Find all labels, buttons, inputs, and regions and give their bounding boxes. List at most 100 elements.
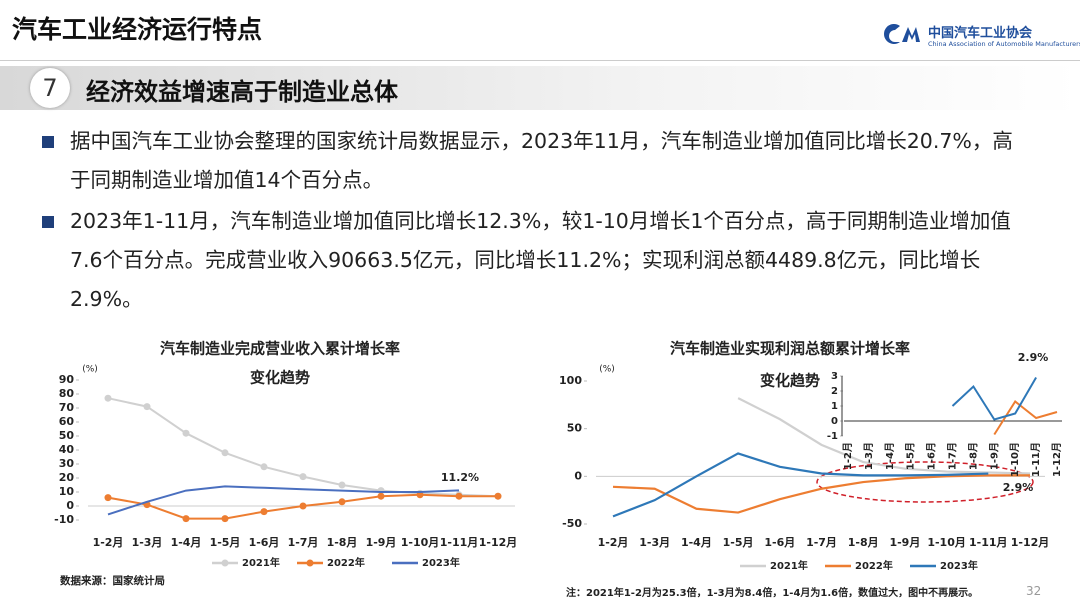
chart-title: 汽车制造业实现利润总额累计增长率 bbox=[670, 340, 910, 358]
point-marker bbox=[494, 492, 502, 500]
x-tick-label: 1-10月 bbox=[401, 536, 440, 549]
y-tick-label: 80 bbox=[59, 387, 75, 400]
x-tick-label: 1-10月 bbox=[927, 536, 966, 549]
x-tick-label: 1-11月 bbox=[969, 536, 1008, 549]
legend-label: 2021年 bbox=[770, 559, 808, 572]
y-axis-label: (%) bbox=[599, 365, 615, 375]
point-marker bbox=[299, 502, 307, 510]
x-tick-label: 1-4月 bbox=[681, 536, 712, 549]
x-tick-label: 1-12月 bbox=[1011, 536, 1050, 549]
x-tick-label: 1-11月 bbox=[440, 536, 479, 549]
x-tick-label: 1-8月 bbox=[848, 536, 879, 549]
point-marker bbox=[221, 515, 229, 523]
source-note: 数据来源：国家统计局 bbox=[60, 575, 165, 587]
x-tick-label: 1-7月 bbox=[806, 536, 837, 549]
x-tick-label: 1-11月 bbox=[1030, 442, 1042, 477]
x-tick-label: 1-9月 bbox=[366, 536, 397, 549]
legend-label: 2022年 bbox=[327, 556, 365, 569]
x-tick-label: 1-9月 bbox=[988, 442, 1000, 470]
point-marker bbox=[182, 515, 190, 523]
section-title: 经济效益增速高于制造业总体 bbox=[86, 78, 398, 106]
series-line bbox=[107, 485, 460, 516]
x-tick-label: 1-7月 bbox=[947, 442, 959, 470]
x-tick-label: 1-6月 bbox=[764, 536, 795, 549]
series-line bbox=[993, 400, 1058, 436]
legend-label: 2023年 bbox=[422, 556, 460, 569]
x-tick-label: 1-12月 bbox=[479, 536, 518, 549]
y-tick-label: -10 bbox=[54, 513, 74, 526]
footnote: 注：2021年1-2月为25.3倍，1-3月为8.4倍，1-4月为1.6倍，数值… bbox=[566, 588, 979, 599]
point-marker bbox=[260, 508, 268, 516]
point-marker bbox=[338, 498, 346, 506]
logo-text: 中国汽车工业协会 bbox=[928, 26, 1033, 41]
y-tick-label: 50 bbox=[567, 422, 583, 435]
series-line bbox=[107, 397, 499, 498]
x-tick-label: 1-6月 bbox=[249, 536, 280, 549]
y-tick-label: 90 bbox=[59, 373, 75, 386]
x-tick-label: 1-6月 bbox=[926, 442, 938, 470]
x-tick-label: 1-10月 bbox=[1009, 442, 1021, 477]
section-number: 7 bbox=[30, 68, 70, 108]
x-tick-label: 1-4月 bbox=[884, 442, 896, 470]
x-tick-label: 1-2月 bbox=[842, 442, 854, 470]
point-marker bbox=[455, 492, 463, 500]
header-title: 汽车工业经济运行特点 bbox=[12, 15, 263, 44]
header-rule bbox=[0, 60, 1080, 61]
x-tick-label: 1-12月 bbox=[1051, 442, 1063, 477]
y-tick-label: 10 bbox=[59, 485, 75, 498]
y-tick-label: 0 bbox=[574, 469, 582, 482]
point-marker bbox=[182, 429, 190, 437]
bullet-list: 据中国汽车工业协会整理的国家统计局数据显示，2023年11月，汽车制造业增加值同… bbox=[40, 122, 1030, 321]
x-tick-label: 1-8月 bbox=[967, 442, 979, 470]
point-marker bbox=[416, 491, 424, 499]
y-tick-label: 3 bbox=[831, 371, 838, 382]
y-axis-label: (%) bbox=[82, 365, 98, 375]
x-tick-label: 1-4月 bbox=[171, 536, 202, 549]
x-tick-label: 1-5月 bbox=[723, 536, 754, 549]
y-tick-label: 60 bbox=[59, 415, 75, 428]
y-tick-label: 1 bbox=[831, 401, 838, 412]
x-tick-label: 1-2月 bbox=[598, 536, 629, 549]
y-tick-label: -50 bbox=[562, 517, 582, 530]
section-band bbox=[0, 66, 1080, 110]
annotation: 11.2% bbox=[441, 471, 479, 484]
logo-mark bbox=[878, 22, 922, 46]
y-tick-label: 30 bbox=[59, 457, 75, 470]
point-marker bbox=[104, 494, 112, 502]
y-tick-label: 40 bbox=[59, 443, 75, 456]
x-tick-label: 1-3月 bbox=[639, 536, 670, 549]
y-tick-label: 50 bbox=[59, 429, 75, 442]
point-marker bbox=[299, 473, 307, 481]
series-line bbox=[612, 452, 989, 518]
y-tick-label: 100 bbox=[559, 374, 582, 387]
point-marker bbox=[221, 449, 229, 457]
legend-marker bbox=[221, 559, 229, 567]
chart-title: 变化趋势 bbox=[760, 372, 820, 390]
annotation: 2.9% bbox=[1018, 351, 1049, 364]
y-tick-label: 20 bbox=[59, 471, 75, 484]
x-tick-label: 1-9月 bbox=[889, 536, 920, 549]
chart-title: 变化趋势 bbox=[250, 369, 310, 387]
y-tick-label: 2 bbox=[831, 386, 838, 397]
point-marker bbox=[260, 463, 268, 471]
x-tick-label: 1-7月 bbox=[288, 536, 319, 549]
x-tick-label: 1-8月 bbox=[327, 536, 358, 549]
bullet: 据中国汽车工业协会整理的国家统计局数据显示，2023年11月，汽车制造业增加值同… bbox=[40, 122, 1030, 200]
y-tick-label: -1 bbox=[827, 431, 838, 442]
series-line bbox=[951, 376, 1037, 421]
bullet: 2023年1-11月，汽车制造业增加值同比增长12.3%，较1-10月增长1个百… bbox=[40, 202, 1030, 319]
highlight-ellipse bbox=[816, 461, 1034, 503]
point-marker bbox=[143, 403, 151, 411]
legend-label: 2022年 bbox=[855, 559, 893, 572]
y-tick-label: 0 bbox=[66, 499, 74, 512]
chart-title: 汽车制造业完成营业收入累计增长率 bbox=[160, 340, 400, 358]
logo-subtext: China Association of Automobile Manufact… bbox=[928, 40, 1080, 48]
legend-marker bbox=[306, 559, 314, 567]
point-marker bbox=[377, 492, 385, 500]
y-tick-label: 0 bbox=[831, 416, 838, 427]
page-number: 32 bbox=[1026, 584, 1042, 598]
point-marker bbox=[104, 394, 112, 402]
x-tick-label: 1-3月 bbox=[132, 536, 163, 549]
legend-label: 2021年 bbox=[242, 556, 280, 569]
